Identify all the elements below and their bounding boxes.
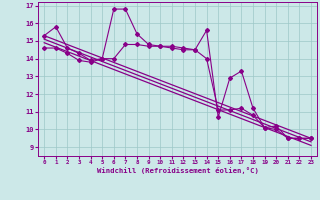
X-axis label: Windchill (Refroidissement éolien,°C): Windchill (Refroidissement éolien,°C) xyxy=(97,167,259,174)
